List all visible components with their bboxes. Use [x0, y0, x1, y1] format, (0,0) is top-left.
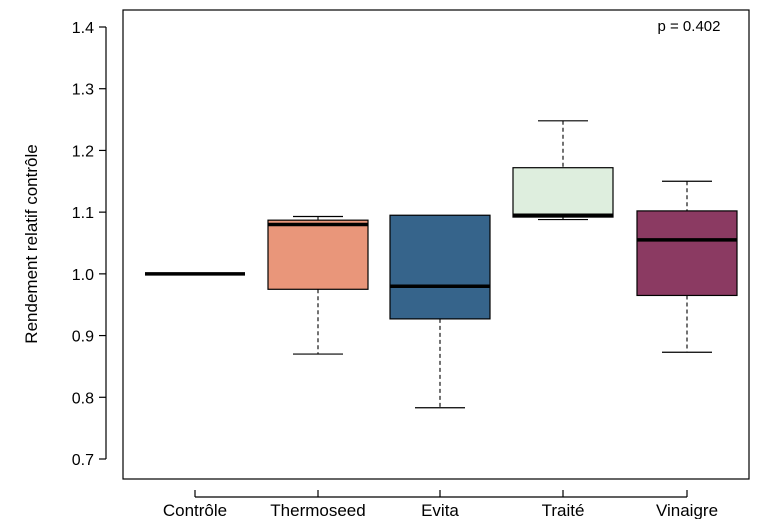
y-tick-label: 1.0: [72, 267, 94, 284]
y-tick-label: 1.4: [72, 20, 94, 37]
x-tick-label: Thermoseed: [270, 501, 365, 519]
box-2: [389, 214, 491, 409]
boxes: [145, 120, 738, 409]
p-value-annotation: p = 0.402: [658, 18, 721, 35]
x-tick-label: Contrôle: [163, 501, 227, 519]
x-tick-label: Traité: [542, 501, 585, 519]
plot-frame: [122, 9, 750, 480]
box-1: [267, 215, 369, 355]
y-tick-label: 1.1: [72, 205, 94, 222]
y-tick-label: 1.2: [72, 143, 94, 160]
x-tick-label: Evita: [421, 501, 459, 519]
iqr-box: [389, 214, 491, 320]
iqr-box: [267, 219, 369, 290]
box-4: [636, 180, 738, 353]
y-tick-label: 0.9: [72, 329, 94, 346]
iqr-box: [512, 167, 614, 218]
box-3: [512, 120, 614, 221]
y-tick-label: 0.7: [72, 452, 94, 469]
y-axis: 0.7 0.8 0.9 1.0 1.1 1.2 1.3 1.4: [72, 20, 107, 469]
y-tick-label: 0.8: [72, 390, 94, 407]
x-axis: Contrôle Thermoseed Evita Traité Vinaigre: [163, 490, 718, 519]
y-axis-label: Rendement relatif contrôle: [22, 144, 41, 343]
x-tick-label: Vinaigre: [656, 501, 718, 519]
iqr-box: [636, 210, 738, 297]
y-tick-label: 1.3: [72, 82, 94, 99]
